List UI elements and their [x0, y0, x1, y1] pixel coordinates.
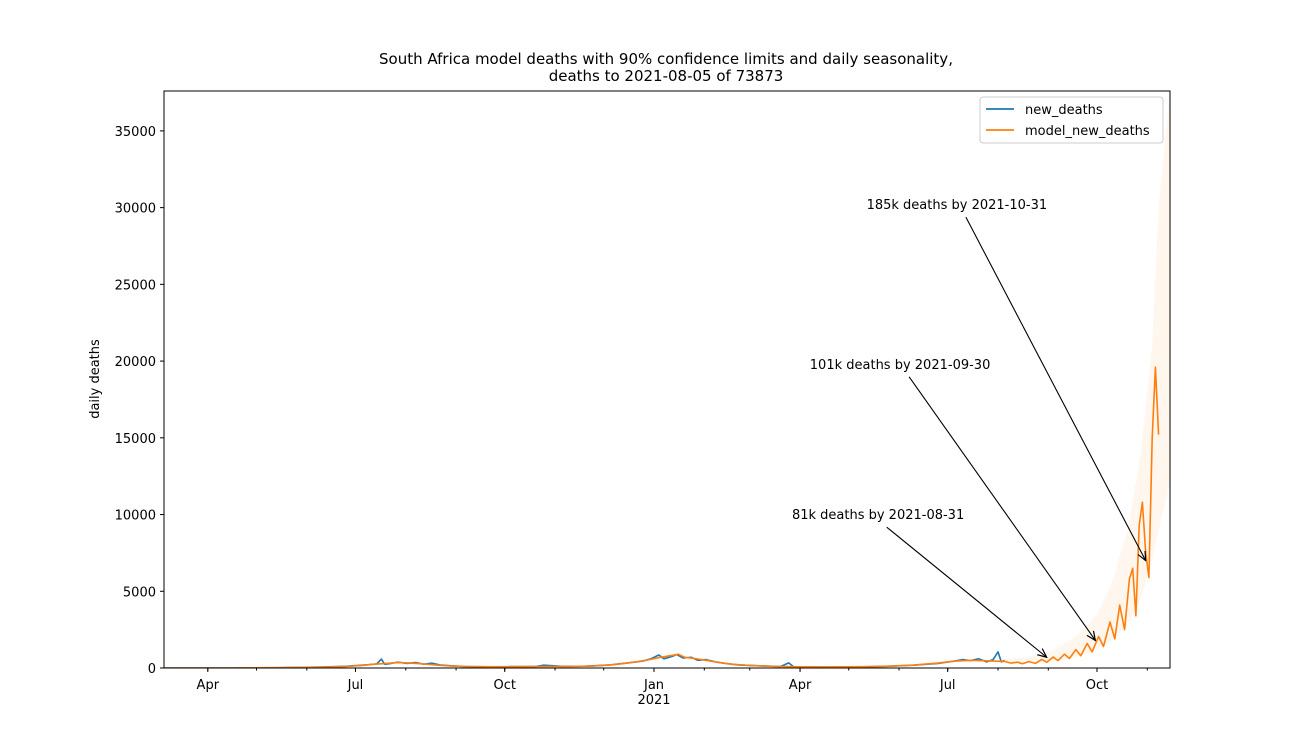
annotation-arrow-1: [886, 526, 1047, 657]
plot-area: 0 5000 10000 15000 20000 25000 30000 35000 Apr Ju…: [115, 90, 1171, 708]
annotation-arrow-2: [908, 376, 1095, 641]
x-tick-label: Jul: [347, 678, 364, 693]
y-axis-label: daily deaths: [88, 339, 103, 419]
annotation-label-1: 81k deaths by 2021-08-31: [792, 508, 964, 523]
x-tick-sublabel: 2021: [637, 693, 670, 708]
annotation-arrow-3: [965, 216, 1146, 560]
legend: new_deaths model_new_deaths: [979, 96, 1164, 144]
y-tick-label: 10000: [115, 509, 156, 524]
annotation-label-3: 185k deaths by 2021-10-31: [867, 198, 1048, 213]
y-tick-label: 30000: [115, 202, 156, 217]
axes-frame: [163, 90, 1171, 669]
x-tick-label: Apr: [789, 678, 812, 693]
chart-title-line-1: South Africa model deaths with 90% confi…: [379, 50, 953, 68]
x-tick-label: Jul: [939, 678, 956, 693]
y-tick-label: 20000: [115, 355, 156, 370]
confidence-band: [1004, 91, 1170, 664]
chart-title: South Africa model deaths with 90% confi…: [379, 50, 953, 85]
y-tick-label: 5000: [123, 585, 156, 600]
x-tick-label: Jan: [643, 678, 664, 693]
series-layer: [164, 91, 1170, 668]
y-tick-label: 0: [148, 662, 156, 677]
x-tick-label: Oct: [1086, 678, 1108, 693]
x-tick-label: Apr: [197, 678, 220, 693]
chart-title-line-2: deaths to 2021-08-05 of 73873: [549, 67, 784, 85]
series-line-model-new-deaths: [164, 366, 1160, 668]
legend-box: [979, 96, 1164, 144]
x-tick-label: Oct: [493, 678, 515, 693]
legend-label-new-deaths: new_deaths: [1025, 103, 1103, 118]
y-tick-label: 15000: [115, 432, 156, 447]
legend-label-model-new-deaths: model_new_deaths: [1025, 124, 1150, 139]
y-tick-label: 35000: [115, 125, 156, 140]
y-tick-label: 25000: [115, 278, 156, 293]
annotation-label-2: 101k deaths by 2021-09-30: [810, 358, 991, 373]
